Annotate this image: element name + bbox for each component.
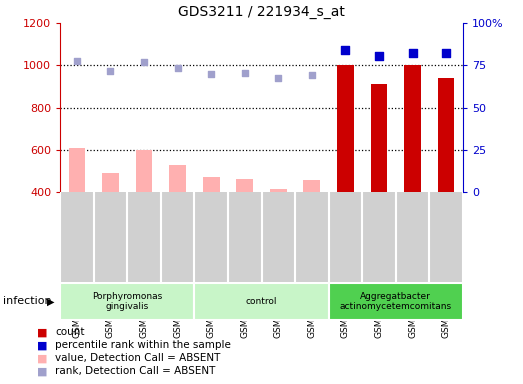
Text: ■: ■ <box>37 366 47 376</box>
Bar <box>303 180 320 192</box>
Bar <box>135 150 152 192</box>
Bar <box>337 65 354 192</box>
Text: ■: ■ <box>37 327 47 337</box>
Text: Aggregatbacter
actinomycetemcomitans: Aggregatbacter actinomycetemcomitans <box>339 292 452 311</box>
Point <box>73 58 81 64</box>
Text: count: count <box>55 327 84 337</box>
Bar <box>371 84 388 192</box>
Bar <box>236 179 253 192</box>
Bar <box>203 177 220 192</box>
Point <box>341 47 349 53</box>
Text: percentile rank within the sample: percentile rank within the sample <box>55 340 231 350</box>
Text: rank, Detection Call = ABSENT: rank, Detection Call = ABSENT <box>55 366 215 376</box>
Bar <box>270 189 287 192</box>
Bar <box>69 148 85 192</box>
Text: ■: ■ <box>37 353 47 363</box>
Point <box>241 70 249 76</box>
Point <box>106 68 115 74</box>
Bar <box>328 283 463 320</box>
Point <box>375 53 383 59</box>
Bar <box>102 173 119 192</box>
Bar <box>169 165 186 192</box>
Text: Porphyromonas
gingivalis: Porphyromonas gingivalis <box>92 292 162 311</box>
Title: GDS3211 / 221934_s_at: GDS3211 / 221934_s_at <box>178 5 345 19</box>
Text: ▶: ▶ <box>48 296 55 306</box>
Bar <box>404 65 421 192</box>
Bar <box>195 283 328 320</box>
Point <box>207 71 215 77</box>
Text: control: control <box>246 297 277 306</box>
Text: infection: infection <box>3 296 51 306</box>
Point <box>174 65 182 71</box>
Bar <box>60 283 195 320</box>
Text: value, Detection Call = ABSENT: value, Detection Call = ABSENT <box>55 353 220 363</box>
Point <box>274 75 282 81</box>
Bar <box>438 78 454 192</box>
Point <box>140 59 148 65</box>
Text: ■: ■ <box>37 340 47 350</box>
Point <box>408 50 417 56</box>
Point <box>442 50 450 56</box>
Point <box>308 72 316 78</box>
